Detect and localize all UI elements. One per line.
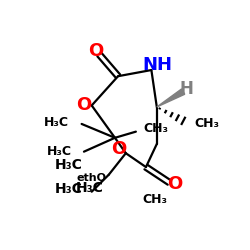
Polygon shape (157, 89, 185, 107)
Text: ethO: ethO (76, 173, 106, 183)
Text: H₃C: H₃C (54, 158, 82, 172)
Text: H: H (179, 80, 193, 98)
Text: H₃C: H₃C (46, 145, 72, 158)
Text: CH₃: CH₃ (194, 118, 219, 130)
Text: O: O (76, 96, 92, 114)
Text: O: O (111, 140, 126, 158)
Text: H₃C: H₃C (54, 182, 82, 196)
Text: CH₃: CH₃ (143, 193, 168, 206)
Text: O: O (88, 42, 103, 60)
Text: H₃C: H₃C (76, 181, 104, 195)
Text: O: O (167, 175, 182, 193)
Text: H₃C: H₃C (44, 116, 68, 129)
Text: NH: NH (142, 56, 172, 74)
Text: CH₃: CH₃ (144, 122, 169, 135)
